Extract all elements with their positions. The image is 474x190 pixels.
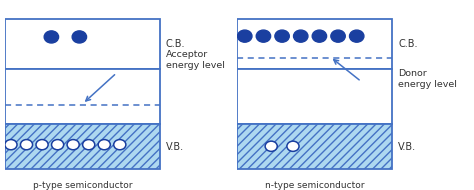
Bar (5, 124, 160, 169)
Text: Acceptor
energy level: Acceptor energy level (166, 50, 225, 70)
Circle shape (5, 140, 17, 150)
Circle shape (82, 140, 95, 150)
Circle shape (52, 140, 64, 150)
Circle shape (287, 141, 299, 151)
Circle shape (114, 140, 126, 150)
Text: V.B.: V.B. (166, 142, 184, 152)
Circle shape (293, 30, 308, 42)
Circle shape (312, 30, 327, 42)
Circle shape (98, 140, 110, 150)
Bar (5, 19, 160, 69)
Text: C.B.: C.B. (398, 39, 418, 49)
Text: p-type semiconductor: p-type semiconductor (33, 180, 132, 190)
Circle shape (349, 30, 364, 42)
Text: V.B.: V.B. (398, 142, 416, 152)
Bar (237, 124, 392, 169)
Circle shape (72, 31, 87, 43)
Bar (237, 19, 392, 69)
Text: C.B.: C.B. (166, 39, 185, 49)
Circle shape (331, 30, 345, 42)
Circle shape (20, 140, 33, 150)
Circle shape (256, 30, 271, 42)
Circle shape (237, 30, 252, 42)
Text: Donor
energy level: Donor energy level (398, 69, 457, 89)
Circle shape (44, 31, 59, 43)
Bar (5, 69, 160, 124)
Bar (237, 124, 392, 169)
Bar (237, 69, 392, 124)
Circle shape (36, 140, 48, 150)
Bar (5, 124, 160, 169)
Circle shape (265, 141, 277, 151)
Circle shape (67, 140, 79, 150)
Circle shape (275, 30, 289, 42)
Text: n-type semiconductor: n-type semiconductor (265, 180, 365, 190)
